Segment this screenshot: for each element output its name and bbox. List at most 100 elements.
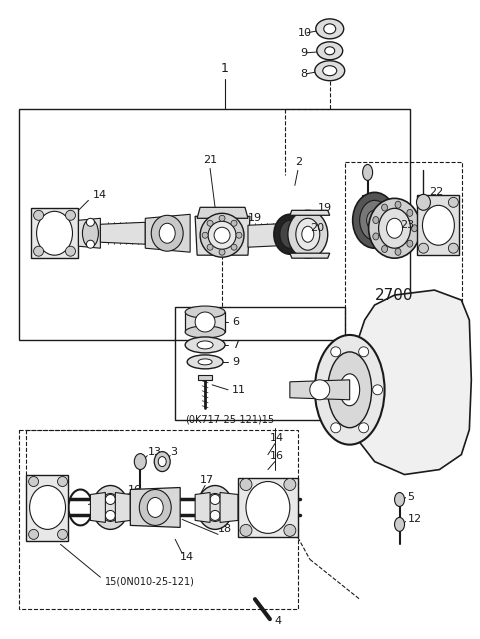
- Text: 9: 9: [232, 357, 239, 367]
- Polygon shape: [220, 493, 238, 523]
- Ellipse shape: [29, 529, 38, 539]
- Text: 21: 21: [203, 155, 217, 166]
- Text: 12: 12: [408, 514, 421, 525]
- Ellipse shape: [331, 423, 341, 433]
- Ellipse shape: [58, 477, 68, 486]
- Ellipse shape: [340, 374, 360, 406]
- Ellipse shape: [359, 347, 369, 357]
- Text: 4: 4: [275, 616, 282, 626]
- Text: 10: 10: [298, 28, 312, 38]
- Polygon shape: [100, 222, 145, 244]
- Ellipse shape: [151, 215, 183, 251]
- Ellipse shape: [369, 198, 420, 258]
- Ellipse shape: [372, 385, 383, 395]
- Ellipse shape: [106, 495, 115, 504]
- Ellipse shape: [34, 246, 44, 256]
- Polygon shape: [78, 219, 100, 248]
- Ellipse shape: [382, 204, 387, 211]
- Ellipse shape: [379, 208, 410, 248]
- Ellipse shape: [240, 479, 252, 491]
- Ellipse shape: [317, 385, 327, 395]
- Polygon shape: [185, 312, 225, 332]
- Ellipse shape: [419, 243, 429, 253]
- Ellipse shape: [284, 479, 296, 491]
- Ellipse shape: [363, 164, 372, 180]
- Ellipse shape: [315, 335, 384, 445]
- Text: 13: 13: [148, 447, 162, 457]
- Bar: [345, 162, 462, 345]
- Ellipse shape: [185, 306, 225, 318]
- Polygon shape: [238, 477, 298, 537]
- Polygon shape: [25, 475, 69, 541]
- Ellipse shape: [139, 489, 171, 525]
- Polygon shape: [290, 253, 330, 258]
- Ellipse shape: [422, 205, 455, 245]
- Text: 2700: 2700: [374, 288, 413, 303]
- Ellipse shape: [274, 214, 306, 254]
- Text: 23: 23: [400, 220, 415, 230]
- Text: 17: 17: [200, 475, 214, 484]
- Ellipse shape: [280, 220, 300, 248]
- Text: 20: 20: [310, 223, 324, 233]
- Text: 14: 14: [93, 190, 107, 201]
- Ellipse shape: [86, 219, 95, 226]
- Bar: [175, 307, 345, 420]
- Ellipse shape: [386, 219, 403, 238]
- Ellipse shape: [419, 197, 429, 207]
- Text: 19: 19: [248, 213, 262, 223]
- Polygon shape: [31, 208, 78, 258]
- Polygon shape: [361, 196, 373, 201]
- Ellipse shape: [159, 223, 175, 243]
- Text: (0K717-25-121)15: (0K717-25-121)15: [185, 415, 274, 425]
- Ellipse shape: [407, 210, 413, 217]
- Ellipse shape: [246, 482, 290, 534]
- Ellipse shape: [200, 213, 244, 257]
- Ellipse shape: [197, 486, 233, 529]
- Ellipse shape: [158, 457, 166, 466]
- Ellipse shape: [202, 232, 208, 238]
- Polygon shape: [418, 196, 459, 255]
- Ellipse shape: [195, 312, 215, 332]
- Polygon shape: [248, 223, 290, 247]
- Ellipse shape: [395, 493, 405, 507]
- Ellipse shape: [30, 486, 65, 529]
- Ellipse shape: [373, 217, 379, 224]
- Text: 5: 5: [408, 493, 415, 502]
- Text: 6: 6: [232, 317, 239, 327]
- Ellipse shape: [34, 210, 44, 220]
- Text: 3: 3: [170, 447, 177, 457]
- Ellipse shape: [328, 352, 372, 427]
- Ellipse shape: [29, 477, 38, 486]
- Polygon shape: [195, 216, 250, 255]
- Ellipse shape: [395, 201, 401, 208]
- Text: 19: 19: [318, 203, 332, 213]
- Ellipse shape: [411, 225, 418, 232]
- Ellipse shape: [210, 511, 220, 520]
- Ellipse shape: [353, 192, 396, 248]
- Ellipse shape: [65, 210, 75, 220]
- Ellipse shape: [331, 347, 341, 357]
- Ellipse shape: [207, 220, 213, 226]
- Ellipse shape: [288, 210, 328, 258]
- Polygon shape: [290, 380, 350, 400]
- Ellipse shape: [240, 525, 252, 536]
- Text: 16: 16: [128, 484, 143, 495]
- Ellipse shape: [207, 244, 213, 250]
- Text: 9: 9: [300, 48, 307, 58]
- Ellipse shape: [395, 518, 405, 532]
- Ellipse shape: [323, 66, 336, 75]
- Ellipse shape: [83, 219, 98, 247]
- Bar: [19, 109, 409, 340]
- Polygon shape: [350, 290, 471, 475]
- Ellipse shape: [417, 194, 431, 210]
- Ellipse shape: [231, 220, 237, 226]
- Polygon shape: [195, 493, 210, 523]
- Text: 14: 14: [180, 552, 194, 562]
- Ellipse shape: [373, 233, 379, 240]
- Polygon shape: [130, 488, 180, 527]
- Ellipse shape: [65, 246, 75, 256]
- Ellipse shape: [448, 243, 458, 253]
- Ellipse shape: [187, 355, 223, 369]
- Ellipse shape: [219, 215, 225, 221]
- Ellipse shape: [208, 221, 236, 249]
